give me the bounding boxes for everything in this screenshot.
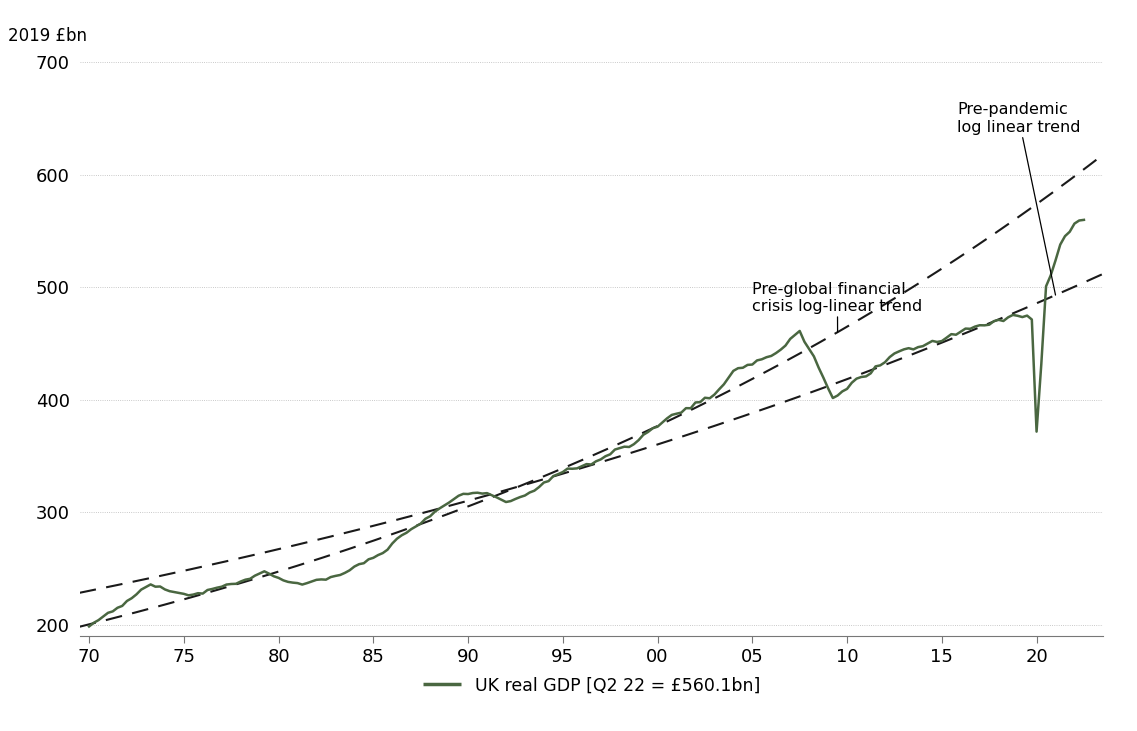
Legend: UK real GDP [Q2 22 = £560.1bn]: UK real GDP [Q2 22 = £560.1bn] — [423, 677, 760, 694]
Text: Pre-global financial
crisis log-linear trend: Pre-global financial crisis log-linear t… — [753, 281, 922, 332]
Text: Pre-pandemic
log linear trend: Pre-pandemic log linear trend — [957, 102, 1080, 295]
Text: 2019 £bn: 2019 £bn — [8, 27, 86, 45]
